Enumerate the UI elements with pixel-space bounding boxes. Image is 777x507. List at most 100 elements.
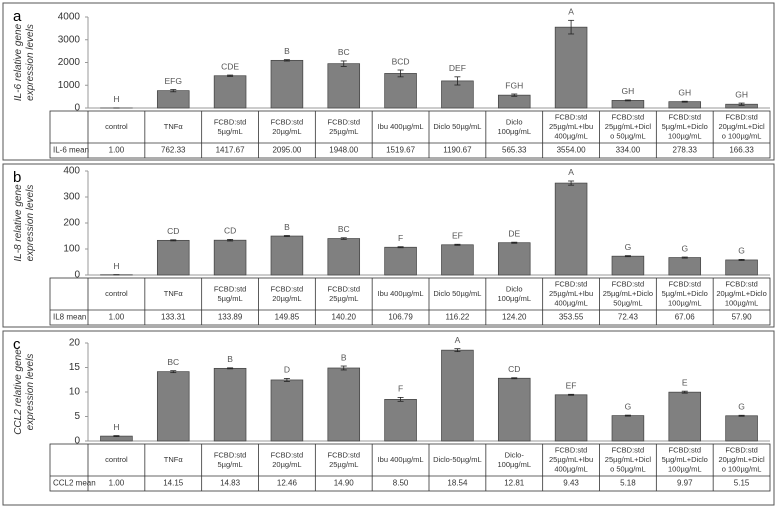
significance-letter: EF [452,231,463,241]
x-tick-label: Ibu 400µg/mL [378,122,424,131]
error-bar [738,259,745,261]
error-bar [624,99,631,102]
x-tick-label: TNFα [164,122,184,131]
mean-value: 166.33 [729,146,754,155]
significance-letter: G [738,246,745,256]
mean-value: 116.22 [445,313,469,322]
x-tick-label: FCBD:std 25µg/mL+Ibu 400µg/mL [549,279,593,307]
error-bar [681,390,688,394]
table-row-label: CCL2 mean [53,479,96,488]
bar [327,367,361,442]
x-tick-label: FCBD:std 20µg/mL [271,284,304,303]
x-tick-label: FCBD:std 20µg/mL [271,117,304,136]
bar [668,101,702,109]
x-tick-label: Diclo 50µg/mL [433,289,481,298]
bar [497,94,531,109]
mean-value: 565.33 [502,146,527,155]
error-bar [568,19,575,35]
x-tick-label-line: Diclo [506,117,523,126]
bar [384,246,417,276]
y-tick-label: 1000 [58,80,81,91]
error-bar [454,76,461,86]
bar [156,239,190,276]
x-tick-label-line: 100µg/mL [668,131,702,140]
mean-value: 12.46 [277,479,298,488]
x-tick-label-line: 5µg/mL [217,127,242,136]
bar [156,371,190,442]
error-bar [340,60,347,67]
y-tick-label: 4000 [58,12,81,23]
mean-value: 124.20 [502,313,527,322]
x-tick-label-line: 20µg/mL [272,127,301,136]
significance-letter: BC [167,357,179,367]
y-tick-label: 0 [74,436,80,447]
x-tick-label: Diclo 100µg/mL [497,284,531,303]
x-tick-label: FCBD:std 5µg/mL [214,284,247,303]
error-bar [397,246,404,249]
error-bar [283,59,290,62]
significance-letter: B [227,354,233,364]
panel-label: b [13,169,21,186]
x-tick-label: FCBD:std 25µg/mL+Ibu 400µg/mL [549,112,593,140]
mean-value: 67.06 [675,313,696,322]
mean-value: 133.89 [218,313,243,322]
table-frame [49,110,771,159]
mean-value: 9.97 [677,479,693,488]
mean-value: 72.43 [618,313,639,322]
x-tick-label-line: FCBD:std [668,279,701,288]
x-tick-label-line: FCBD:std [725,279,758,288]
x-tick-label-line: TNFα [164,122,184,131]
x-tick-label: control [105,455,128,464]
x-tick-label-line: 20µg/mL+Dicl [718,455,765,464]
x-tick-label-line: FCBD:std [271,450,304,459]
mean-value: 1190.67 [443,146,472,155]
x-tick-label-line: 20µg/mL+Diclo [716,289,766,298]
bar [725,415,758,442]
significance-letter: CD [224,226,236,236]
y-tick-label: 2000 [58,57,81,68]
bar [554,394,588,442]
x-tick-label-line: o 100µg/mL [722,131,762,140]
x-tick-label: FCBD:std 25µg/mL+Dicl o 50µg/mL [605,112,652,140]
significance-letter: BC [338,47,350,57]
x-tick-label: FCBD:std 25µg/mL+Ibu 400µg/mL [549,445,593,473]
error-bar [227,74,234,77]
x-tick-label: FCBD:std 5µg/mL [214,450,247,469]
bar [270,235,304,276]
x-tick-label-line: 100µg/mL [497,294,531,303]
error-bar [738,102,745,106]
error-bar [511,93,518,97]
x-tick-label: Diclo 50µg/mL [433,122,481,131]
bar [327,63,361,109]
x-tick-label-line: 25µg/mL+Dicl [605,122,652,131]
y-tick-label: 300 [63,192,80,203]
x-tick-label-line: 5µg/mL+Diclo [662,455,708,464]
x-tick-label: FCBD:std 5µg/mL+Diclo 100µg/mL [662,445,708,473]
x-tick-label-line: Ibu 400µg/mL [378,455,424,464]
y-axis-label-line: CCL2 relative gene [13,349,24,435]
x-tick-label-line: Ibu 400µg/mL [378,122,424,131]
significance-letter: H [113,94,119,104]
mean-value: 106.79 [388,313,413,322]
x-tick-label: FCBD:std 5µg/mL [214,117,247,136]
y-axis-label-line: expression levels [25,24,36,101]
x-tick-label-line: Diclo 50µg/mL [433,122,481,131]
x-tick-label-line: FCBD:std [327,284,360,293]
significance-letter: BC [338,224,350,234]
significance-letter: G [625,242,632,252]
x-tick-label: TNFα [164,455,184,464]
error-bar [568,180,575,186]
bar [156,90,190,109]
significance-letter: CDE [221,61,239,71]
x-tick-label-line: 50µg/mL [613,298,642,307]
mean-value: 1.00 [109,479,125,488]
mean-value: 1.00 [109,146,125,155]
y-tick-label: 200 [63,218,80,229]
mean-value: 8.50 [393,479,409,488]
y-axis-label: CCL2 relative geneexpression levels [13,349,36,435]
x-tick-label-line: FCBD:std [555,112,588,121]
x-tick-label-line: FCBD:std [271,284,304,293]
x-tick-label-line: o 50µg/mL [610,131,646,140]
table-frame [49,277,771,326]
